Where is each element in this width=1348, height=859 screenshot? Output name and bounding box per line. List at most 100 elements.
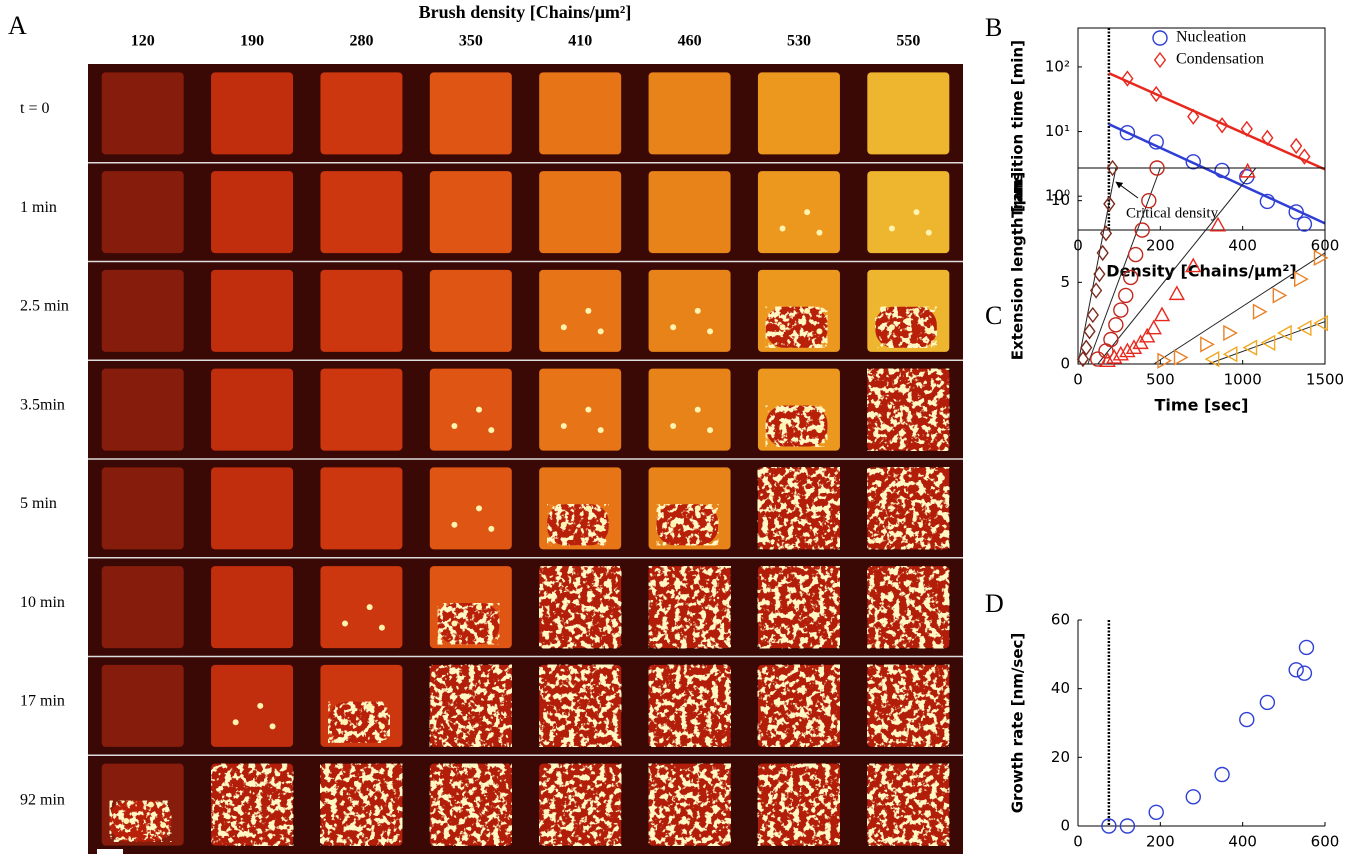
marker [1084,324,1095,338]
dendrite-texture [328,702,390,743]
nucleus [914,308,920,314]
nucleus [889,226,895,232]
dendrite-texture [758,467,840,549]
nucleus [451,522,457,528]
marker [1201,337,1214,351]
row-label: 3.5min [20,396,65,413]
y-tick-label: 10 [1051,191,1070,209]
dendrite-texture [430,764,512,846]
y-tick-label: 10² [1045,57,1070,75]
nucleus [585,407,591,413]
nucleus [488,625,494,631]
dendrite-texture [539,665,621,747]
panel-label: B [985,13,1002,42]
y-axis-label: Extension length [μm] [1009,172,1027,360]
dendrite-texture [649,764,731,846]
nucleus [926,328,932,334]
image-cell [211,566,293,648]
nucleus [695,308,701,314]
image-cell [430,270,512,352]
nucleus [707,427,713,433]
image-cell [430,171,512,253]
panel-label: D [985,589,1004,618]
nucleus [816,230,822,236]
marker [1244,341,1257,355]
column-label: 120 [131,33,155,50]
nucleus [804,209,810,215]
nucleus [695,505,701,511]
marker [1155,53,1166,67]
dendrite-texture [320,764,402,846]
nucleus [123,818,129,824]
x-tick-label: 1500 [1306,371,1344,389]
dendrite-texture [758,764,840,846]
image-cell [320,467,402,549]
marker [1149,805,1163,819]
nucleus [476,604,482,610]
marker [1129,248,1143,262]
panel-title: Brush density [Chains/μm²] [419,2,632,22]
dendrite-texture [758,566,840,648]
marker [1114,303,1128,317]
nucleus [670,522,676,528]
nucleus [780,423,786,429]
nucleus [561,324,567,330]
fit-line [1208,322,1325,364]
marker [1289,663,1303,677]
y-tick-label: 40 [1051,679,1070,697]
row-label: 1 min [20,199,57,216]
legend-label: Nucleation [1176,29,1246,46]
dendrite-texture [867,467,949,549]
marker [1109,318,1123,332]
image-cell [539,270,621,352]
marker [1104,333,1118,347]
y-axis-label: Growth rate [nm/sec] [1009,633,1027,814]
dendrite-texture [766,406,828,447]
row-label: 5 min [20,495,57,512]
marker [1155,308,1169,321]
nucleus [561,522,567,528]
row-label: 10 min [20,594,65,611]
marker [1262,336,1275,350]
nucleus [476,505,482,511]
column-label: 550 [896,33,920,50]
image-cell [320,369,402,451]
nucleus [488,427,494,433]
nucleus [707,328,713,334]
nucleus [914,209,920,215]
image-cell [758,171,840,253]
nucleus [270,723,276,729]
nucleus [451,423,457,429]
x-tick-label: 500 [1146,371,1175,389]
nucleus [367,703,373,709]
nucleus [926,230,932,236]
nucleus [148,802,154,808]
image-cell [320,72,402,154]
x-tick-label: 400 [1228,237,1257,255]
image-cell [211,270,293,352]
y-tick-label: 10¹ [1045,122,1070,140]
dendrite-texture [430,665,512,747]
dendrite-texture [657,504,719,545]
row-label: t = 0 [20,100,49,117]
nucleus [816,427,822,433]
dendrite-texture [110,801,172,842]
image-cell [430,467,512,549]
x-tick-label: 600 [1311,833,1340,851]
dendrite-texture [766,307,828,348]
scale-bar [97,849,123,854]
x-tick-label: 400 [1228,833,1257,851]
image-cell [320,171,402,253]
nucleus [342,719,348,725]
column-label: 460 [678,33,702,50]
annotation: Critical density [1126,205,1219,221]
dendrite-texture [547,504,609,545]
marker [1260,695,1274,709]
marker [1297,666,1311,680]
nucleus [670,423,676,429]
dendrite-texture [758,665,840,747]
panel-label: C [985,301,1002,330]
marker [1273,288,1286,302]
image-cell [649,72,731,154]
marker [1240,713,1254,727]
